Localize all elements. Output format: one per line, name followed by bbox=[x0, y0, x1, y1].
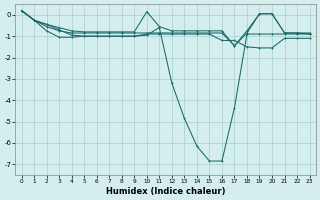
X-axis label: Humidex (Indice chaleur): Humidex (Indice chaleur) bbox=[106, 187, 225, 196]
